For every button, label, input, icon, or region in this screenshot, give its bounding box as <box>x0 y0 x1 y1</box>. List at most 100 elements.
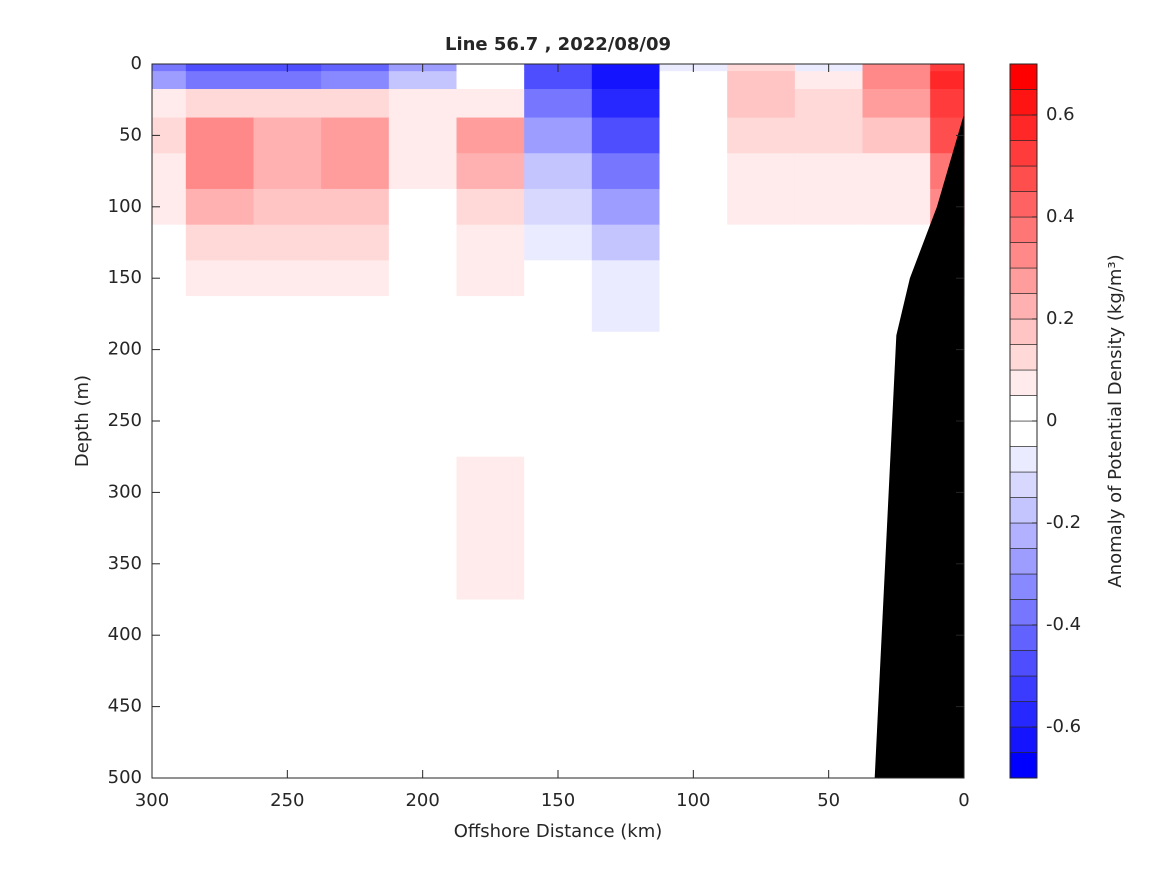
colorbar-tick-label: -0.6 <box>1046 716 1081 737</box>
contour-cell <box>253 599 322 672</box>
y-tick-label: 500 <box>108 767 142 788</box>
contour-cell <box>152 88 187 119</box>
contour-cell <box>152 742 187 779</box>
contour-cell <box>456 153 525 190</box>
contour-cell <box>862 88 931 119</box>
contour-cell <box>185 188 255 226</box>
x-tick-label: 250 <box>270 790 304 811</box>
contour-cell <box>321 71 390 90</box>
x-axis-label: Offshore Distance (km) <box>454 821 663 842</box>
contour-cell <box>185 260 255 297</box>
contour-cell <box>794 296 864 333</box>
contour-cell <box>253 260 322 297</box>
colorbar-band <box>1009 242 1038 269</box>
contour-cell <box>388 260 458 297</box>
x-tick-label: 50 <box>817 790 840 811</box>
contour-cell <box>794 260 864 297</box>
colorbar-band <box>1009 293 1038 320</box>
contour-cell <box>456 117 525 154</box>
contour-cell <box>253 528 322 601</box>
contour-cell <box>253 296 322 333</box>
contour-cell <box>591 153 661 190</box>
contour-cell <box>253 188 322 226</box>
y-tick-label: 50 <box>119 124 142 145</box>
contour-cell <box>456 296 525 333</box>
contour-cell <box>388 71 458 90</box>
contour-cell <box>659 296 728 333</box>
colorbar-tick-label: -0.4 <box>1046 614 1081 635</box>
y-tick-label: 0 <box>131 53 142 74</box>
contour-cell <box>727 296 796 333</box>
contour-cell <box>524 296 593 333</box>
contour-cell <box>794 331 864 386</box>
x-tick-label: 300 <box>135 790 169 811</box>
contour-cell <box>524 224 593 261</box>
contour-cell <box>253 670 322 743</box>
contour-cell <box>591 296 661 333</box>
contour-cell <box>321 599 390 672</box>
contour-cell <box>524 260 593 297</box>
contour-cell <box>659 153 728 190</box>
contour-cell <box>659 599 728 672</box>
contour-cell <box>727 385 796 458</box>
contour-cell <box>524 117 593 154</box>
contour-cell <box>930 71 965 90</box>
contour-cell <box>794 153 864 190</box>
colorbar-band <box>1009 497 1038 524</box>
contour-cell <box>185 71 255 90</box>
contour-cell <box>727 153 796 190</box>
contour-cell <box>727 331 796 386</box>
contour-cell <box>388 153 458 190</box>
contour-cell <box>794 117 864 154</box>
colorbar-band <box>1009 548 1038 575</box>
contour-cell <box>930 88 965 119</box>
contour-cell <box>727 88 796 119</box>
contour-cell <box>727 456 796 529</box>
colorbar-band <box>1009 318 1038 345</box>
contour-cell <box>321 296 390 333</box>
colorbar-band <box>1009 191 1038 218</box>
contour-cell <box>659 670 728 743</box>
contour-cell <box>321 456 390 529</box>
contour-cell <box>321 64 390 72</box>
contour-cell <box>388 117 458 154</box>
y-tick-label: 200 <box>108 339 142 360</box>
contour-cell <box>862 188 931 226</box>
contour-cell <box>591 742 661 779</box>
contour-cell <box>659 260 728 297</box>
contour-cell <box>524 599 593 672</box>
contour-cell <box>152 296 187 333</box>
contour-cell <box>253 385 322 458</box>
contour-cell <box>862 64 931 72</box>
contour-cell <box>659 331 728 386</box>
contour-cell <box>591 88 661 119</box>
contour-cell <box>456 224 525 261</box>
contour-cell <box>591 456 661 529</box>
contour-cell <box>185 117 255 154</box>
contour-cell <box>253 117 322 154</box>
contour-cell <box>185 742 255 779</box>
contour-cell <box>253 71 322 90</box>
contour-cell <box>185 528 255 601</box>
contour-cell <box>591 117 661 154</box>
contour-cell <box>794 456 864 529</box>
x-tick-label: 150 <box>541 790 575 811</box>
contour-cell <box>152 331 187 386</box>
contour-cell <box>727 224 796 261</box>
contour-cell <box>591 71 661 90</box>
contour-cell <box>659 224 728 261</box>
contour-cell <box>862 153 931 190</box>
colorbar-band <box>1009 522 1038 549</box>
contour-cell <box>388 670 458 743</box>
contour-cell <box>862 71 931 90</box>
contour-cell <box>456 188 525 226</box>
colorbar-band <box>1009 650 1038 677</box>
contour-cell <box>388 224 458 261</box>
contour-cell <box>388 331 458 386</box>
contour-cell <box>321 385 390 458</box>
colorbar-band <box>1009 420 1038 447</box>
contour-cell <box>456 670 525 743</box>
contour-cell <box>727 742 796 779</box>
contour-cell <box>591 528 661 601</box>
